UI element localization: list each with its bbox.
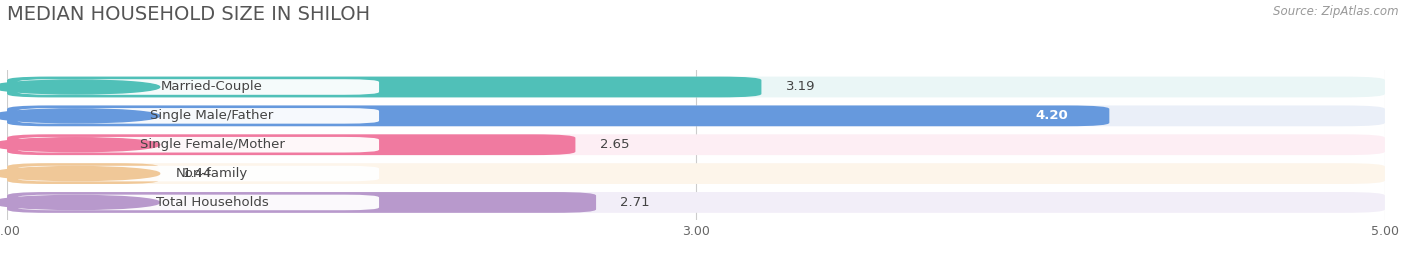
FancyBboxPatch shape <box>7 77 762 97</box>
Text: Total Households: Total Households <box>156 196 269 209</box>
Text: Single Male/Father: Single Male/Father <box>150 109 274 122</box>
FancyBboxPatch shape <box>17 108 380 124</box>
Text: 4.20: 4.20 <box>1035 109 1069 122</box>
Circle shape <box>0 138 160 152</box>
FancyBboxPatch shape <box>7 134 575 155</box>
FancyBboxPatch shape <box>17 166 380 181</box>
FancyBboxPatch shape <box>17 137 380 152</box>
FancyBboxPatch shape <box>7 192 596 213</box>
Text: Source: ZipAtlas.com: Source: ZipAtlas.com <box>1274 5 1399 18</box>
Text: 3.19: 3.19 <box>786 80 815 94</box>
FancyBboxPatch shape <box>7 134 1385 155</box>
Circle shape <box>0 167 160 181</box>
FancyBboxPatch shape <box>7 192 1385 213</box>
Text: Single Female/Mother: Single Female/Mother <box>139 138 284 151</box>
FancyBboxPatch shape <box>7 77 1385 97</box>
FancyBboxPatch shape <box>7 106 1385 126</box>
Text: 2.65: 2.65 <box>599 138 628 151</box>
Text: MEDIAN HOUSEHOLD SIZE IN SHILOH: MEDIAN HOUSEHOLD SIZE IN SHILOH <box>7 5 370 24</box>
FancyBboxPatch shape <box>7 163 159 184</box>
Text: Married-Couple: Married-Couple <box>162 80 263 94</box>
FancyBboxPatch shape <box>17 195 380 210</box>
FancyBboxPatch shape <box>7 163 1385 184</box>
Text: Non-family: Non-family <box>176 167 247 180</box>
Circle shape <box>0 109 160 123</box>
Text: 1.44: 1.44 <box>183 167 212 180</box>
Circle shape <box>0 80 160 94</box>
FancyBboxPatch shape <box>7 106 1109 126</box>
Text: 2.71: 2.71 <box>620 196 650 209</box>
FancyBboxPatch shape <box>17 79 380 95</box>
Circle shape <box>0 195 160 210</box>
